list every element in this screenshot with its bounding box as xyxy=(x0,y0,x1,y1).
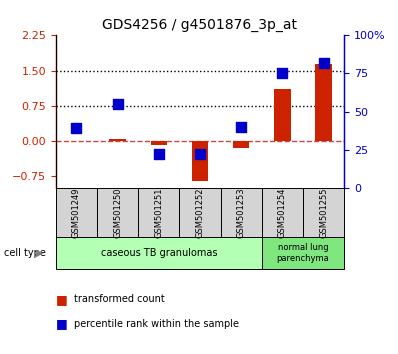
Point xyxy=(73,125,80,131)
Point xyxy=(197,151,203,157)
Bar xyxy=(150,141,167,145)
Text: percentile rank within the sample: percentile rank within the sample xyxy=(74,319,239,329)
Point xyxy=(114,101,121,107)
Text: GSM501250: GSM501250 xyxy=(113,187,122,238)
Bar xyxy=(315,63,332,141)
Text: ■: ■ xyxy=(56,318,68,330)
Text: GSM501255: GSM501255 xyxy=(319,187,328,238)
Point xyxy=(320,60,327,65)
Text: ■: ■ xyxy=(56,293,68,306)
Text: GDS4256 / g4501876_3p_at: GDS4256 / g4501876_3p_at xyxy=(101,18,297,32)
Point xyxy=(156,151,162,157)
Text: GSM501249: GSM501249 xyxy=(72,187,81,238)
Text: ▶: ▶ xyxy=(36,248,43,258)
Point xyxy=(238,124,244,130)
Text: caseous TB granulomas: caseous TB granulomas xyxy=(101,248,217,258)
Bar xyxy=(233,141,250,148)
Text: cell type: cell type xyxy=(4,248,46,258)
Bar xyxy=(109,139,126,141)
Text: normal lung
parenchyma: normal lung parenchyma xyxy=(277,244,330,263)
Point xyxy=(279,70,286,76)
Text: GSM501253: GSM501253 xyxy=(237,187,246,238)
Text: transformed count: transformed count xyxy=(74,294,164,304)
Bar xyxy=(192,141,208,181)
Text: GSM501254: GSM501254 xyxy=(278,187,287,238)
Text: GSM501251: GSM501251 xyxy=(154,187,163,238)
Bar xyxy=(274,89,291,141)
Text: GSM501252: GSM501252 xyxy=(195,187,205,238)
